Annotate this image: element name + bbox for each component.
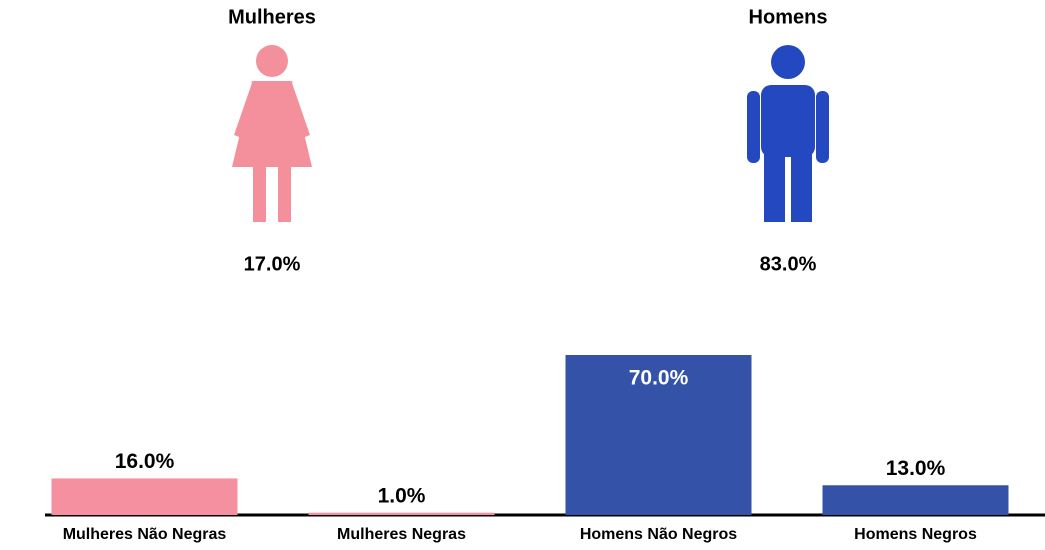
category-label: Mulheres Negras: [337, 526, 466, 543]
group-value: 83.0%: [760, 253, 817, 275]
man-icon: [747, 45, 829, 222]
group-title: Homens: [749, 6, 828, 28]
category-label: Homens Não Negros: [580, 526, 737, 543]
bar-value-label: 13.0%: [886, 457, 946, 480]
category-label: Mulheres Não Negras: [63, 526, 227, 543]
bar-value-label: 16.0%: [115, 450, 175, 473]
bar-value-label: 70.0%: [629, 367, 689, 390]
bar-value-label: 1.0%: [378, 484, 426, 507]
woman-icon: [232, 45, 312, 222]
bar: [308, 512, 495, 515]
bar: [822, 485, 1009, 515]
group-value: 17.0%: [244, 253, 301, 275]
bar: [51, 478, 238, 515]
bar: [565, 355, 752, 515]
group-title: Mulheres: [228, 6, 316, 28]
category-label: Homens Negros: [854, 526, 977, 543]
